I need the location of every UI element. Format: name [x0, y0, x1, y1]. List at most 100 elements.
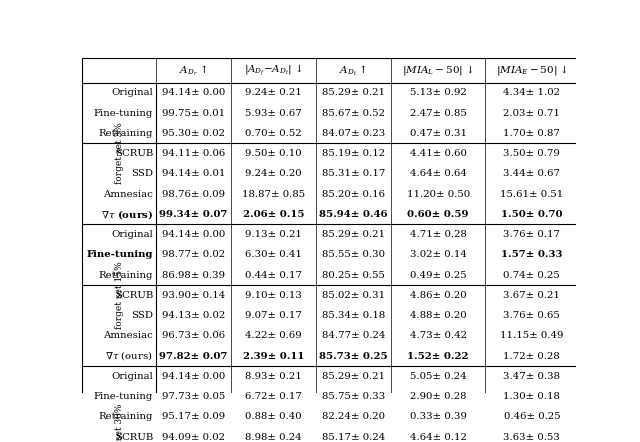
Text: 85.31± 0.17: 85.31± 0.17	[322, 169, 385, 178]
Text: 15.61± 0.51: 15.61± 0.51	[500, 190, 563, 198]
Text: 11.20± 0.50: 11.20± 0.50	[406, 190, 470, 198]
Text: 93.90± 0.14: 93.90± 0.14	[162, 291, 225, 300]
Text: 8.98± 0.24: 8.98± 0.24	[245, 433, 301, 442]
Text: Fine-tuning: Fine-tuning	[86, 250, 153, 259]
Text: 1.30± 0.18: 1.30± 0.18	[504, 392, 560, 401]
Text: 85.20± 0.16: 85.20± 0.16	[322, 190, 385, 198]
Text: 3.50± 0.79: 3.50± 0.79	[504, 149, 560, 158]
Text: 0.33± 0.39: 0.33± 0.39	[410, 412, 467, 421]
Text: 84.77± 0.24: 84.77± 0.24	[322, 331, 385, 340]
Text: 5.13± 0.92: 5.13± 0.92	[410, 88, 467, 97]
Text: 85.34± 0.18: 85.34± 0.18	[322, 311, 385, 320]
Text: 5.93± 0.67: 5.93± 0.67	[245, 109, 302, 118]
Text: SCRUB: SCRUB	[115, 291, 153, 300]
Text: 0.46± 0.25: 0.46± 0.25	[504, 412, 560, 421]
Text: 80.25± 0.55: 80.25± 0.55	[322, 271, 385, 279]
Text: 6.72± 0.17: 6.72± 0.17	[245, 392, 302, 401]
Text: 9.24± 0.20: 9.24± 0.20	[245, 169, 301, 178]
Text: SCRUB: SCRUB	[115, 433, 153, 442]
Text: 97.82± 0.07: 97.82± 0.07	[159, 351, 228, 361]
Text: 3.67± 0.21: 3.67± 0.21	[504, 291, 560, 300]
Text: 99.34± 0.07: 99.34± 0.07	[159, 210, 228, 219]
Text: 0.44± 0.17: 0.44± 0.17	[245, 271, 302, 279]
Text: Original: Original	[111, 88, 153, 97]
Text: 2.39± 0.11: 2.39± 0.11	[243, 351, 304, 361]
Text: 2.06± 0.15: 2.06± 0.15	[243, 210, 304, 219]
Text: 94.14± 0.00: 94.14± 0.00	[162, 88, 225, 97]
Text: 18.87± 0.85: 18.87± 0.85	[242, 190, 305, 198]
Text: $|MIA_L - 50|$ ↓: $|MIA_L - 50|$ ↓	[402, 63, 474, 77]
Text: 5.05± 0.24: 5.05± 0.24	[410, 372, 467, 381]
Text: 3.44± 0.67: 3.44± 0.67	[503, 169, 561, 178]
Text: $A_{D_r}$ ↑: $A_{D_r}$ ↑	[179, 63, 208, 78]
Text: Original: Original	[111, 230, 153, 239]
Text: 1.50± 0.70: 1.50± 0.70	[501, 210, 563, 219]
Text: 85.29± 0.21: 85.29± 0.21	[322, 230, 385, 239]
Text: 4.88± 0.20: 4.88± 0.20	[410, 311, 467, 320]
Text: 4.64± 0.64: 4.64± 0.64	[410, 169, 467, 178]
Text: 2.90± 0.28: 2.90± 0.28	[410, 392, 467, 401]
Text: 94.11± 0.06: 94.11± 0.06	[162, 149, 225, 158]
Text: 6.30± 0.41: 6.30± 0.41	[245, 250, 302, 259]
Text: 8.93± 0.21: 8.93± 0.21	[245, 372, 302, 381]
Text: 3.47± 0.38: 3.47± 0.38	[503, 372, 561, 381]
Text: 4.34± 1.02: 4.34± 1.02	[503, 88, 561, 97]
Text: 9.10± 0.13: 9.10± 0.13	[245, 291, 302, 300]
Text: 0.70± 0.52: 0.70± 0.52	[245, 129, 301, 138]
Text: 3.76± 0.17: 3.76± 0.17	[503, 230, 561, 239]
Text: 95.30± 0.02: 95.30± 0.02	[162, 129, 225, 138]
Text: 4.22± 0.69: 4.22± 0.69	[245, 331, 301, 340]
Text: SSD: SSD	[131, 311, 153, 320]
Text: forget set 3%: forget set 3%	[115, 122, 124, 184]
Text: 9.24± 0.21: 9.24± 0.21	[245, 88, 302, 97]
Text: 86.98± 0.39: 86.98± 0.39	[162, 271, 225, 279]
Text: 94.13± 0.02: 94.13± 0.02	[162, 311, 225, 320]
Text: 4.86± 0.20: 4.86± 0.20	[410, 291, 467, 300]
Text: $\nabla\tau$ (ours): $\nabla\tau$ (ours)	[105, 350, 153, 362]
Text: 85.17± 0.24: 85.17± 0.24	[322, 433, 385, 442]
Text: 0.49± 0.25: 0.49± 0.25	[410, 271, 467, 279]
Text: 82.24± 0.20: 82.24± 0.20	[322, 412, 385, 421]
Text: 94.14± 0.00: 94.14± 0.00	[162, 372, 225, 381]
Text: 0.60± 0.59: 0.60± 0.59	[408, 210, 469, 219]
Text: 0.47± 0.31: 0.47± 0.31	[410, 129, 467, 138]
Text: 1.57± 0.33: 1.57± 0.33	[501, 250, 563, 259]
Text: 4.64± 0.12: 4.64± 0.12	[410, 433, 467, 442]
Text: 3.02± 0.14: 3.02± 0.14	[410, 250, 467, 259]
Text: 85.75± 0.33: 85.75± 0.33	[322, 392, 385, 401]
Text: Amnesiac: Amnesiac	[103, 331, 153, 340]
Text: 95.17± 0.09: 95.17± 0.09	[162, 412, 225, 421]
Text: 9.50± 0.10: 9.50± 0.10	[245, 149, 301, 158]
Text: SCRUB: SCRUB	[115, 149, 153, 158]
Text: 98.76± 0.09: 98.76± 0.09	[162, 190, 225, 198]
Text: 11.15± 0.49: 11.15± 0.49	[500, 331, 564, 340]
Text: 94.09± 0.02: 94.09± 0.02	[162, 433, 225, 442]
Text: 85.94± 0.46: 85.94± 0.46	[319, 210, 388, 219]
Text: forget set 15%: forget set 15%	[115, 261, 124, 329]
Text: Fine-tuning: Fine-tuning	[93, 392, 153, 401]
Text: $|MIA_E - 50|$ ↓: $|MIA_E - 50|$ ↓	[496, 63, 568, 77]
Text: 4.71± 0.28: 4.71± 0.28	[410, 230, 467, 239]
Text: 1.72± 0.28: 1.72± 0.28	[504, 351, 560, 361]
Text: 84.07± 0.23: 84.07± 0.23	[322, 129, 385, 138]
Text: Amnesiac: Amnesiac	[103, 190, 153, 198]
Text: 0.88± 0.40: 0.88± 0.40	[245, 412, 301, 421]
Text: 2.03± 0.71: 2.03± 0.71	[504, 109, 560, 118]
Text: forget set 30%: forget set 30%	[115, 403, 124, 442]
Text: 2.47± 0.85: 2.47± 0.85	[410, 109, 467, 118]
Text: $|A_{D_f}{-}A_{D_t}|$ ↓: $|A_{D_f}{-}A_{D_t}|$ ↓	[244, 63, 303, 78]
Text: 85.19± 0.12: 85.19± 0.12	[322, 149, 385, 158]
Text: 94.14± 0.00: 94.14± 0.00	[162, 230, 225, 239]
Text: 85.29± 0.21: 85.29± 0.21	[322, 372, 385, 381]
Text: 9.07± 0.17: 9.07± 0.17	[245, 311, 302, 320]
Text: $\nabla\tau$ (ours): $\nabla\tau$ (ours)	[101, 208, 153, 221]
Text: 85.73± 0.25: 85.73± 0.25	[319, 351, 388, 361]
Text: 96.73± 0.06: 96.73± 0.06	[162, 331, 225, 340]
Text: 98.77± 0.02: 98.77± 0.02	[162, 250, 225, 259]
Text: Retraining: Retraining	[99, 412, 153, 421]
Text: Fine-tuning: Fine-tuning	[93, 109, 153, 118]
Text: 0.74± 0.25: 0.74± 0.25	[504, 271, 560, 279]
Text: 85.67± 0.52: 85.67± 0.52	[322, 109, 385, 118]
Text: Retraining: Retraining	[99, 271, 153, 279]
Text: 85.02± 0.31: 85.02± 0.31	[322, 291, 385, 300]
